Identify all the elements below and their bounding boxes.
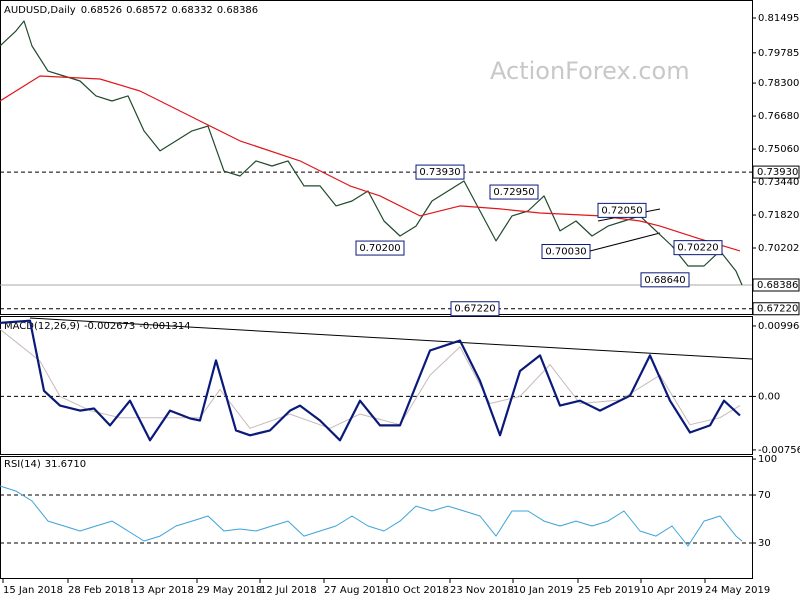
level-label: 0.73930 (757, 167, 798, 178)
trend-line (589, 232, 661, 252)
series-line (0, 319, 741, 442)
price-annotation: 0.72050 (601, 205, 642, 216)
macd-header: MACD(12,26,9) -0.002673 -0.001314 (4, 321, 191, 332)
rsi-reading: 31.6710 (45, 459, 86, 470)
series-line (0, 20, 743, 286)
price-annotation-box (673, 240, 723, 256)
x-tick-label: 10 Jan 2019 (513, 585, 573, 596)
watermark: ActionForex.com (490, 57, 690, 85)
level-label: 0.67220 (757, 304, 798, 315)
price-annotation-box (489, 184, 539, 200)
y-tick-label: 0.78300 (758, 78, 799, 89)
price-annotation: 0.72950 (493, 187, 534, 198)
series-line (0, 485, 743, 547)
x-tick-label: 24 May 2019 (705, 585, 770, 596)
x-tick-label: 10 Oct 2018 (387, 585, 449, 596)
series-line (0, 328, 741, 429)
level-label-box (752, 278, 800, 292)
price-annotation-box (355, 240, 405, 256)
x-tick-label: 12 Jul 2018 (260, 585, 317, 596)
rsi-panel-frame (0, 456, 753, 579)
price-annotation-box (541, 244, 591, 260)
y-tick-label: 70 (758, 490, 771, 501)
price-annotation: 0.68640 (644, 275, 685, 286)
signal-reading: -0.001314 (139, 321, 190, 332)
rsi-header: RSI(14) 31.6710 (4, 459, 86, 470)
x-tick-label: 28 Feb 2018 (68, 585, 130, 596)
x-tick-label: 10 Apr 2019 (641, 585, 703, 596)
y-tick-label: 0.71820 (758, 210, 799, 221)
symbol: AUDUSD,Daily (4, 5, 76, 16)
price-annotation-box (597, 202, 647, 218)
level-label-box (752, 165, 800, 179)
y-tick-label: 0.76680 (758, 111, 799, 122)
y-tick-label: 0.00 (758, 391, 780, 402)
close: 0.68386 (217, 5, 258, 16)
price-annotation-box (640, 272, 690, 288)
y-tick-label: -0.00756 (758, 445, 800, 456)
macd-title: MACD(12,26,9) (4, 321, 80, 332)
y-tick-label: 0.009964 (758, 321, 800, 332)
macd-trend-line (29, 317, 753, 360)
x-tick-label: 15 Jan 2018 (3, 585, 63, 596)
level-label: 0.68386 (757, 280, 798, 291)
x-tick-label: 27 Aug 2018 (324, 585, 388, 596)
price-panel-frame (0, 0, 753, 315)
y-tick-label: 0.79785 (758, 48, 799, 59)
x-tick-label: 23 Nov 2018 (450, 585, 514, 596)
price-header: AUDUSD,Daily 0.68526 0.68572 0.68332 0.68386 (4, 5, 258, 16)
macd-panel-frame (0, 316, 753, 455)
y-tick-label: 0.75060 (758, 144, 799, 155)
y-tick-label: 0.70202 (758, 243, 799, 254)
price-annotation: 0.70030 (545, 247, 586, 258)
x-tick-label: 29 May 2018 (197, 585, 262, 596)
price-annotation-box (450, 301, 500, 317)
y-tick-label: 0.81495 (758, 13, 799, 24)
y-tick-label: 30 (758, 538, 771, 549)
open: 0.68526 (81, 5, 122, 16)
price-annotation: 0.70200 (359, 243, 400, 254)
price-annotation: 0.73930 (419, 167, 460, 178)
x-tick-label: 25 Feb 2019 (578, 585, 640, 596)
price-annotation: 0.67220 (454, 304, 495, 315)
x-tick-label: 13 Apr 2018 (132, 585, 194, 596)
high: 0.68572 (126, 5, 167, 16)
price-annotation: 0.70220 (677, 243, 718, 254)
macd-reading: -0.002673 (84, 321, 135, 332)
series-line (0, 75, 741, 252)
rsi-title: RSI(14) (4, 459, 41, 470)
level-label-box (752, 302, 800, 316)
price-annotation-box (415, 164, 465, 180)
low: 0.68332 (171, 5, 212, 16)
y-tick-label: 0.73440 (758, 177, 799, 188)
y-tick-label: 100 (758, 454, 777, 465)
